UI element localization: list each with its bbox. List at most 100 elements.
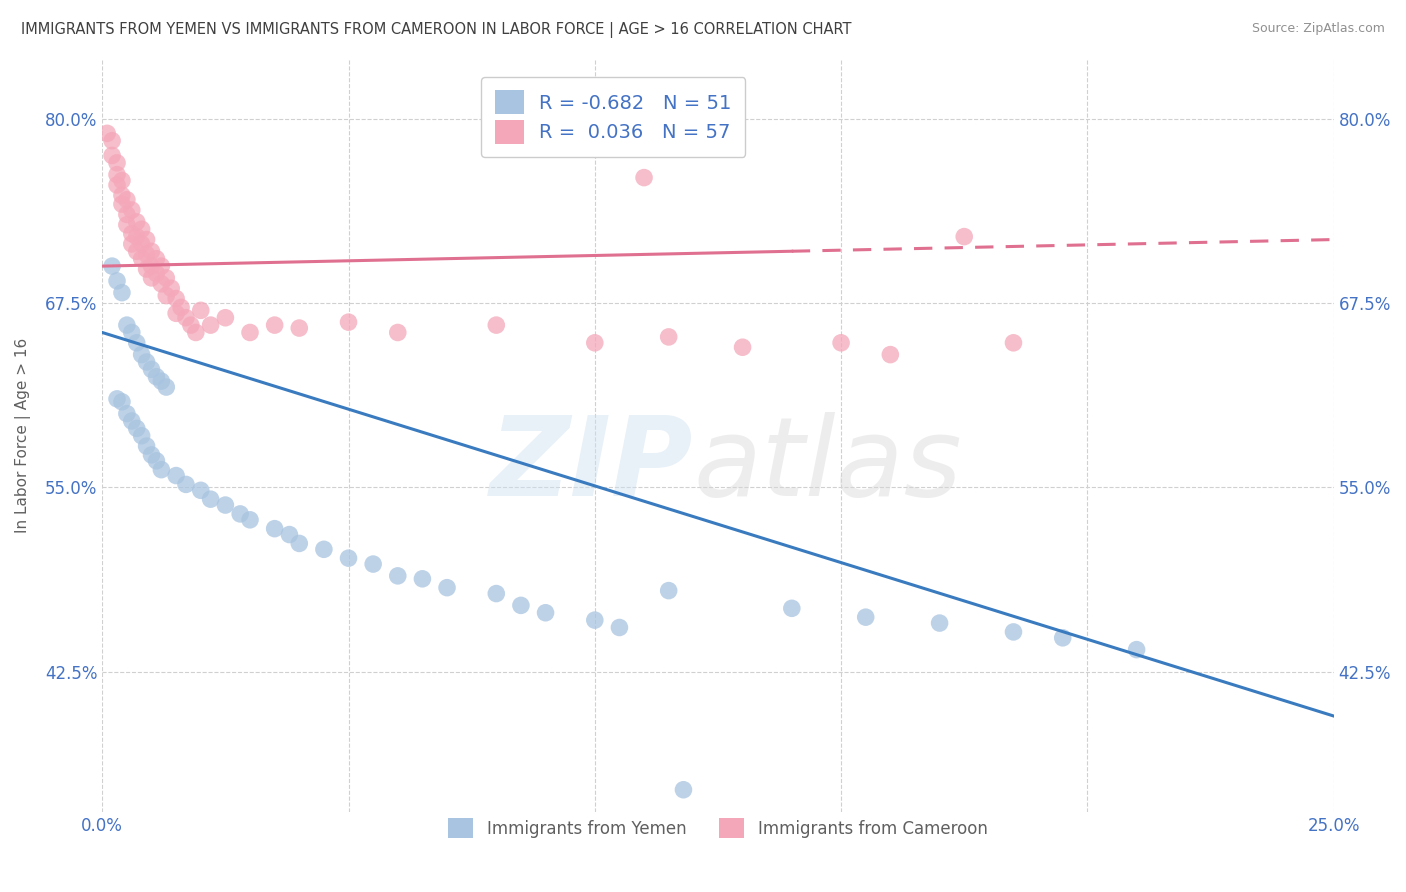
- Point: [214, 498, 236, 512]
- Point: [583, 613, 606, 627]
- Point: [125, 244, 148, 259]
- Text: Source: ZipAtlas.com: Source: ZipAtlas.com: [1251, 22, 1385, 36]
- Point: [780, 601, 803, 615]
- Point: [436, 581, 458, 595]
- Point: [135, 439, 157, 453]
- Point: [485, 318, 508, 332]
- Point: [121, 227, 143, 241]
- Point: [165, 292, 187, 306]
- Point: [509, 599, 531, 613]
- Point: [121, 202, 143, 217]
- Point: [1125, 642, 1147, 657]
- Point: [174, 477, 197, 491]
- Point: [288, 321, 311, 335]
- Point: [141, 448, 163, 462]
- Point: [165, 306, 187, 320]
- Point: [141, 362, 163, 376]
- Point: [101, 259, 124, 273]
- Point: [200, 318, 222, 332]
- Point: [135, 355, 157, 369]
- Point: [170, 301, 193, 315]
- Point: [337, 315, 360, 329]
- Point: [180, 318, 202, 332]
- Point: [125, 421, 148, 435]
- Point: [131, 237, 153, 252]
- Point: [111, 285, 134, 300]
- Text: ZIP: ZIP: [489, 412, 693, 519]
- Point: [387, 326, 409, 340]
- Point: [658, 583, 681, 598]
- Point: [135, 233, 157, 247]
- Point: [145, 369, 167, 384]
- Text: atlas: atlas: [693, 412, 962, 519]
- Point: [105, 392, 128, 406]
- Point: [105, 156, 128, 170]
- Point: [165, 468, 187, 483]
- Point: [115, 318, 138, 332]
- Point: [879, 348, 901, 362]
- Point: [583, 335, 606, 350]
- Point: [111, 188, 134, 202]
- Point: [1002, 335, 1025, 350]
- Point: [155, 380, 177, 394]
- Point: [633, 170, 655, 185]
- Point: [115, 218, 138, 232]
- Point: [141, 244, 163, 259]
- Point: [855, 610, 877, 624]
- Point: [150, 463, 173, 477]
- Point: [121, 414, 143, 428]
- Point: [145, 252, 167, 266]
- Point: [263, 522, 285, 536]
- Point: [115, 193, 138, 207]
- Point: [150, 259, 173, 273]
- Point: [312, 542, 335, 557]
- Point: [658, 330, 681, 344]
- Point: [101, 148, 124, 162]
- Legend: Immigrants from Yemen, Immigrants from Cameroon: Immigrants from Yemen, Immigrants from C…: [441, 811, 994, 845]
- Point: [141, 271, 163, 285]
- Point: [160, 281, 183, 295]
- Point: [1052, 631, 1074, 645]
- Point: [485, 586, 508, 600]
- Point: [121, 237, 143, 252]
- Point: [135, 262, 157, 277]
- Point: [534, 606, 557, 620]
- Point: [830, 335, 852, 350]
- Point: [105, 168, 128, 182]
- Point: [174, 310, 197, 325]
- Point: [337, 551, 360, 566]
- Point: [96, 126, 118, 140]
- Point: [155, 271, 177, 285]
- Point: [263, 318, 285, 332]
- Point: [214, 310, 236, 325]
- Point: [125, 229, 148, 244]
- Point: [731, 340, 754, 354]
- Point: [101, 134, 124, 148]
- Point: [1002, 624, 1025, 639]
- Point: [125, 335, 148, 350]
- Point: [239, 326, 262, 340]
- Point: [150, 277, 173, 291]
- Point: [387, 569, 409, 583]
- Point: [115, 407, 138, 421]
- Point: [145, 454, 167, 468]
- Point: [190, 483, 212, 498]
- Point: [361, 557, 384, 571]
- Point: [131, 428, 153, 442]
- Point: [105, 274, 128, 288]
- Point: [135, 247, 157, 261]
- Point: [953, 229, 976, 244]
- Point: [141, 259, 163, 273]
- Point: [115, 207, 138, 221]
- Point: [278, 527, 301, 541]
- Point: [125, 215, 148, 229]
- Point: [121, 326, 143, 340]
- Point: [105, 178, 128, 192]
- Y-axis label: In Labor Force | Age > 16: In Labor Force | Age > 16: [15, 338, 31, 533]
- Point: [184, 326, 207, 340]
- Point: [145, 267, 167, 281]
- Point: [288, 536, 311, 550]
- Point: [150, 374, 173, 388]
- Point: [411, 572, 433, 586]
- Point: [200, 492, 222, 507]
